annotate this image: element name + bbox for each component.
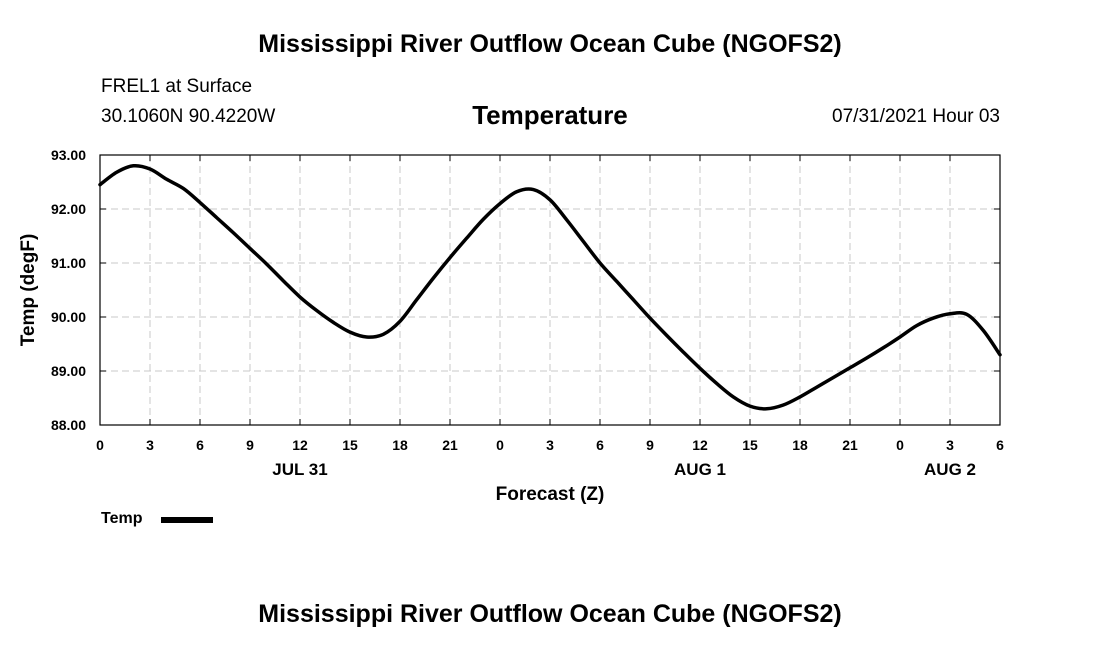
day-label: JUL 31 bbox=[272, 460, 327, 479]
x-tick-label: 15 bbox=[342, 437, 358, 453]
forecast-datetime: 07/31/2021 Hour 03 bbox=[832, 106, 1000, 127]
x-tick-label: 0 bbox=[96, 437, 104, 453]
x-tick-label: 18 bbox=[792, 437, 808, 453]
day-label: AUG 1 bbox=[674, 460, 726, 479]
grid bbox=[99, 154, 1001, 426]
x-tick-label: 6 bbox=[196, 437, 204, 453]
y-tick-label: 90.00 bbox=[51, 309, 86, 325]
x-tick-label: 21 bbox=[442, 437, 458, 453]
legend-swatch bbox=[161, 517, 213, 523]
x-tick-label: 12 bbox=[292, 437, 308, 453]
page-title: Mississippi River Outflow Ocean Cube (NG… bbox=[258, 30, 842, 58]
x-tick-label: 0 bbox=[496, 437, 504, 453]
x-tick-label: 3 bbox=[946, 437, 954, 453]
x-tick-label: 0 bbox=[896, 437, 904, 453]
chart-title: Temperature bbox=[472, 100, 628, 130]
temp-series-line bbox=[98, 163, 1002, 411]
footer-title: Mississippi River Outflow Ocean Cube (NG… bbox=[258, 600, 842, 628]
y-tick-label: 88.00 bbox=[51, 417, 86, 433]
x-tick-label: 3 bbox=[146, 437, 154, 453]
x-tick-label: 15 bbox=[742, 437, 758, 453]
x-axis-title: Forecast (Z) bbox=[496, 484, 605, 505]
legend-label: Temp bbox=[101, 510, 143, 527]
axis-labels: 0 3 6 9 12 15 18 21 0 3 6 9 12 15 18 21 0 3 6 88.00 89.00 90.… bbox=[51, 147, 1004, 479]
y-tick-label: 92.00 bbox=[51, 201, 86, 217]
y-axis-title: Temp (degF) bbox=[18, 234, 39, 347]
x-tick-label: 6 bbox=[996, 437, 1004, 453]
x-tick-label: 12 bbox=[692, 437, 708, 453]
x-tick-label: 6 bbox=[596, 437, 604, 453]
y-tick-label: 91.00 bbox=[51, 255, 86, 271]
x-tick-label: 18 bbox=[392, 437, 408, 453]
x-tick-label: 9 bbox=[246, 437, 254, 453]
x-tick-label: 21 bbox=[842, 437, 858, 453]
day-label: AUG 2 bbox=[924, 460, 976, 479]
y-tick-label: 89.00 bbox=[51, 363, 86, 379]
y-tick-label: 93.00 bbox=[51, 147, 86, 163]
axis-ticks bbox=[99, 154, 1001, 426]
x-tick-label: 3 bbox=[546, 437, 554, 453]
station-coordinates: 30.1060N 90.4220W bbox=[101, 106, 276, 127]
x-tick-label: 9 bbox=[646, 437, 654, 453]
station-label: FREL1 at Surface bbox=[101, 76, 253, 97]
